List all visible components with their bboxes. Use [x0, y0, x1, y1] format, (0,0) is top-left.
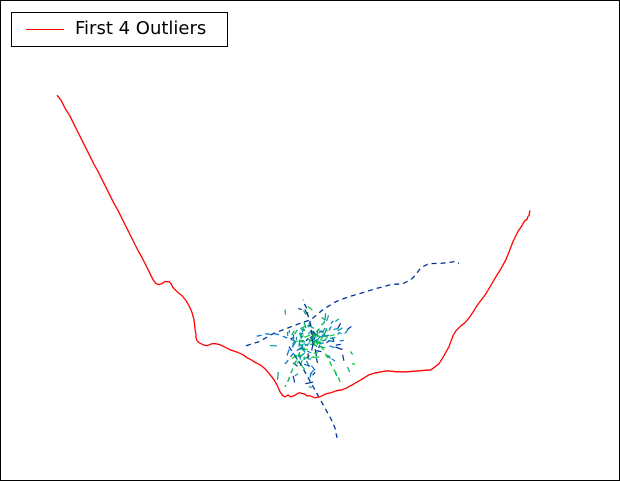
cluster-segment [329, 327, 331, 331]
legend-label-first-4-outliers: First 4 Outliers [75, 18, 206, 39]
legend-swatch-first-4-outliers [26, 29, 64, 30]
cluster-segment [287, 332, 288, 336]
cluster-segment [351, 352, 353, 355]
cluster-segment [307, 351, 311, 353]
cluster-segment [292, 331, 295, 335]
legend: First 4 Outliers [11, 12, 228, 47]
cluster-segment [305, 382, 313, 384]
series-line-trajectory-5 [321, 346, 341, 385]
series-line-trajectory-2 [255, 334, 303, 347]
cluster-segment [352, 364, 355, 365]
cluster-segment [300, 354, 301, 360]
cluster-segment [325, 330, 326, 335]
cluster-segment [299, 340, 300, 347]
cluster-segment [302, 366, 305, 369]
cluster-segment [316, 358, 317, 363]
cluster-segment [331, 321, 334, 324]
cluster-segment [347, 367, 349, 372]
cluster-segment [343, 355, 344, 361]
cluster-segment [304, 335, 310, 337]
cluster-segment [314, 353, 318, 354]
series-line-trajectory-0 [246, 262, 459, 346]
cluster-segment [332, 359, 335, 361]
cluster-segment [311, 366, 315, 371]
cluster-segment [290, 337, 293, 339]
cluster-segment [335, 347, 342, 350]
cluster-segment [333, 328, 338, 329]
cluster-segment [327, 315, 329, 321]
cluster-segment [309, 387, 312, 388]
cluster-segment [313, 372, 315, 375]
cluster-segment [298, 309, 302, 310]
cluster-segment [307, 361, 310, 367]
series-line-outlier [57, 95, 530, 398]
cluster-segment [329, 346, 334, 348]
cluster-segment [287, 349, 289, 355]
cluster-segment [293, 342, 294, 347]
cluster-segment [335, 319, 338, 322]
cluster-segment [347, 327, 351, 330]
cluster-segment [295, 374, 298, 376]
cluster-segment [340, 340, 344, 341]
cluster-segment [336, 344, 341, 345]
cluster-segment [295, 330, 298, 334]
cluster-segment [293, 376, 295, 383]
cluster-segment [325, 313, 326, 320]
cluster-segment [316, 351, 321, 352]
cluster-segment [330, 335, 335, 336]
cluster-segment [309, 359, 312, 360]
cluster-segment [308, 306, 313, 310]
cluster-segment [278, 372, 279, 380]
